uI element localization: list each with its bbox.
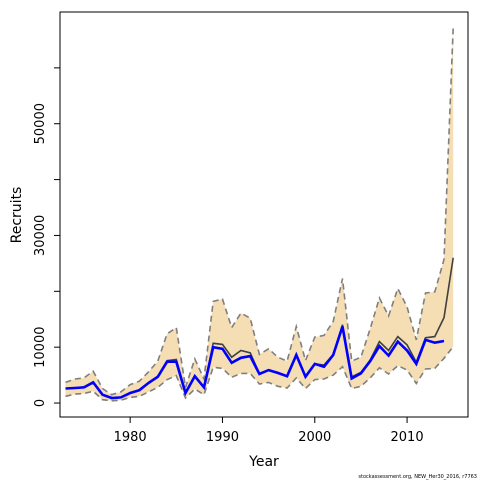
plot-frame (59, 11, 469, 418)
y-axis-title: Recruits (9, 187, 25, 244)
x-tick-label: 1980 (114, 430, 147, 445)
band-area (65, 27, 454, 401)
y-tick-label: 50000 (33, 103, 48, 144)
footnote: stockassessment.org, NEW_Her30_2016, r77… (358, 474, 477, 480)
confidence-band (65, 27, 454, 401)
x-axis: 1980 1990 2000 2010 (114, 417, 424, 445)
y-tick-label: 30000 (33, 215, 48, 256)
upper-bound-line (65, 27, 454, 396)
lower-bound-line (65, 346, 454, 402)
series-lines (65, 27, 454, 402)
x-axis-title: Year (248, 454, 279, 470)
y-axis: 0 10000 30000 50000 (33, 67, 60, 407)
x-tick-label: 1990 (206, 430, 239, 445)
x-tick-label: 2000 (298, 430, 331, 445)
x-tick-label: 2010 (391, 430, 424, 445)
y-tick-label: 10000 (33, 327, 48, 368)
y-tick-label: 0 (33, 399, 48, 407)
estimate-blue-line (65, 326, 445, 400)
